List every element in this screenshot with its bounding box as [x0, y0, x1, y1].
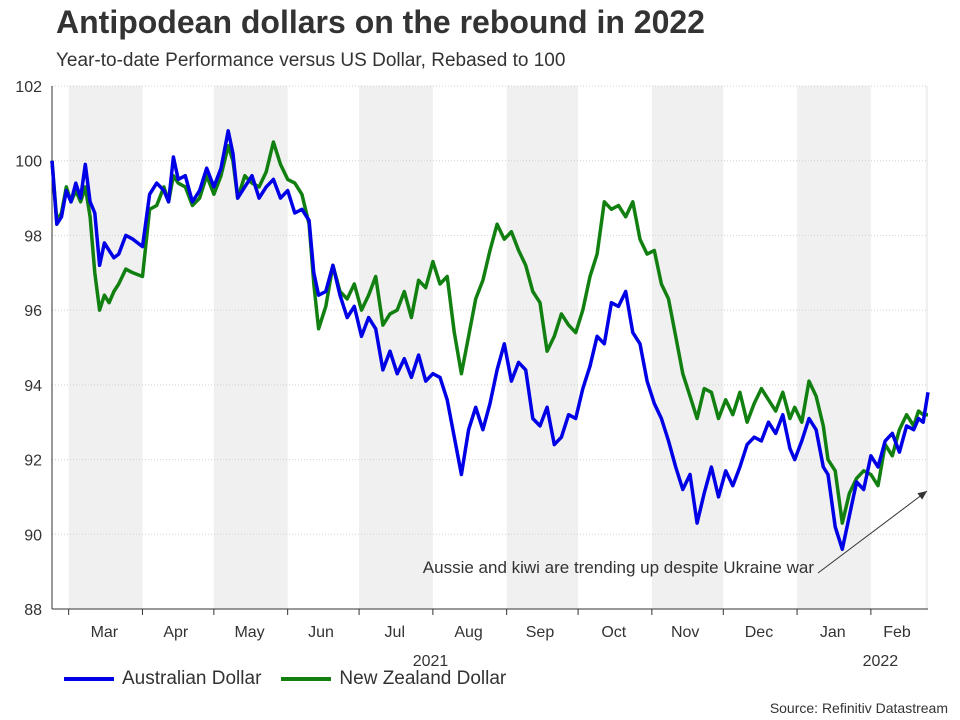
- x-tick-label: Sep: [526, 624, 555, 641]
- x-tick-labels: Mar Apr May Jun Jul Aug Sep Oct Nov Dec Jan Feb 2021…: [91, 624, 911, 670]
- x-tick-label: Dec: [745, 624, 773, 641]
- x-tick-label: Feb: [883, 624, 911, 641]
- month-band: [213, 86, 288, 609]
- x-year-label: 2021: [413, 653, 449, 670]
- month-band: [506, 86, 579, 609]
- chart-subtitle: Year-to-date Performance versus US Dolla…: [56, 50, 566, 71]
- legend-swatch-aud: [64, 677, 114, 681]
- annotation-group: Aussie and kiwi are trending up despite …: [423, 490, 928, 577]
- gridlines: [52, 85, 928, 610]
- month-band: [359, 86, 433, 609]
- month-band: [651, 86, 724, 609]
- x-tick-label: Mar: [91, 624, 119, 641]
- month-band: [925, 86, 928, 609]
- y-tick-label: 96: [24, 303, 42, 320]
- legend-label-aud: Australian Dollar: [122, 668, 262, 689]
- x-tick-label: Jun: [308, 624, 334, 641]
- x-tick-label: Oct: [601, 624, 626, 641]
- series-line-aud: [50, 129, 930, 551]
- y-tick-label: 102: [15, 79, 42, 96]
- chart-title: Antipodean dollars on the rebound in 202…: [56, 4, 705, 40]
- annotation-arrowhead: [917, 491, 927, 500]
- y-tick-labels: 88 90 92 94 96 98 100 102: [15, 79, 42, 619]
- annotation-text: Aussie and kiwi are trending up despite …: [423, 558, 815, 577]
- x-tick-label: Jul: [385, 624, 405, 641]
- x-tick-label: Apr: [163, 624, 189, 641]
- month-bands: [68, 86, 928, 609]
- y-tick-label: 94: [24, 378, 42, 395]
- series-lines: [50, 129, 930, 551]
- x-tick-label: Aug: [454, 624, 482, 641]
- month-band: [68, 86, 143, 609]
- x-year-label: 2022: [863, 653, 899, 670]
- x-tick-label: Jan: [820, 624, 846, 641]
- legend-item-aud: Australian Dollar: [64, 668, 261, 690]
- legend-item-nzd: New Zealand Dollar: [281, 668, 506, 690]
- y-tick-label: 92: [24, 453, 42, 470]
- y-tick-label: 90: [24, 527, 42, 544]
- annotation-arrow: [817, 490, 928, 574]
- y-tick-label: 88: [24, 602, 42, 619]
- axes: [51, 86, 928, 615]
- legend: Australian Dollar New Zealand Dollar: [64, 668, 526, 690]
- legend-label-nzd: New Zealand Dollar: [339, 668, 507, 689]
- source-note: Source: Refinitiv Datastream: [769, 700, 948, 716]
- series-line-nzd: [50, 140, 928, 525]
- month-band: [797, 86, 871, 609]
- legend-swatch-nzd: [281, 677, 332, 681]
- x-tick-label: May: [234, 624, 264, 641]
- x-tick-label: Nov: [671, 624, 699, 641]
- y-tick-label: 100: [15, 154, 42, 171]
- y-tick-label: 98: [24, 228, 42, 245]
